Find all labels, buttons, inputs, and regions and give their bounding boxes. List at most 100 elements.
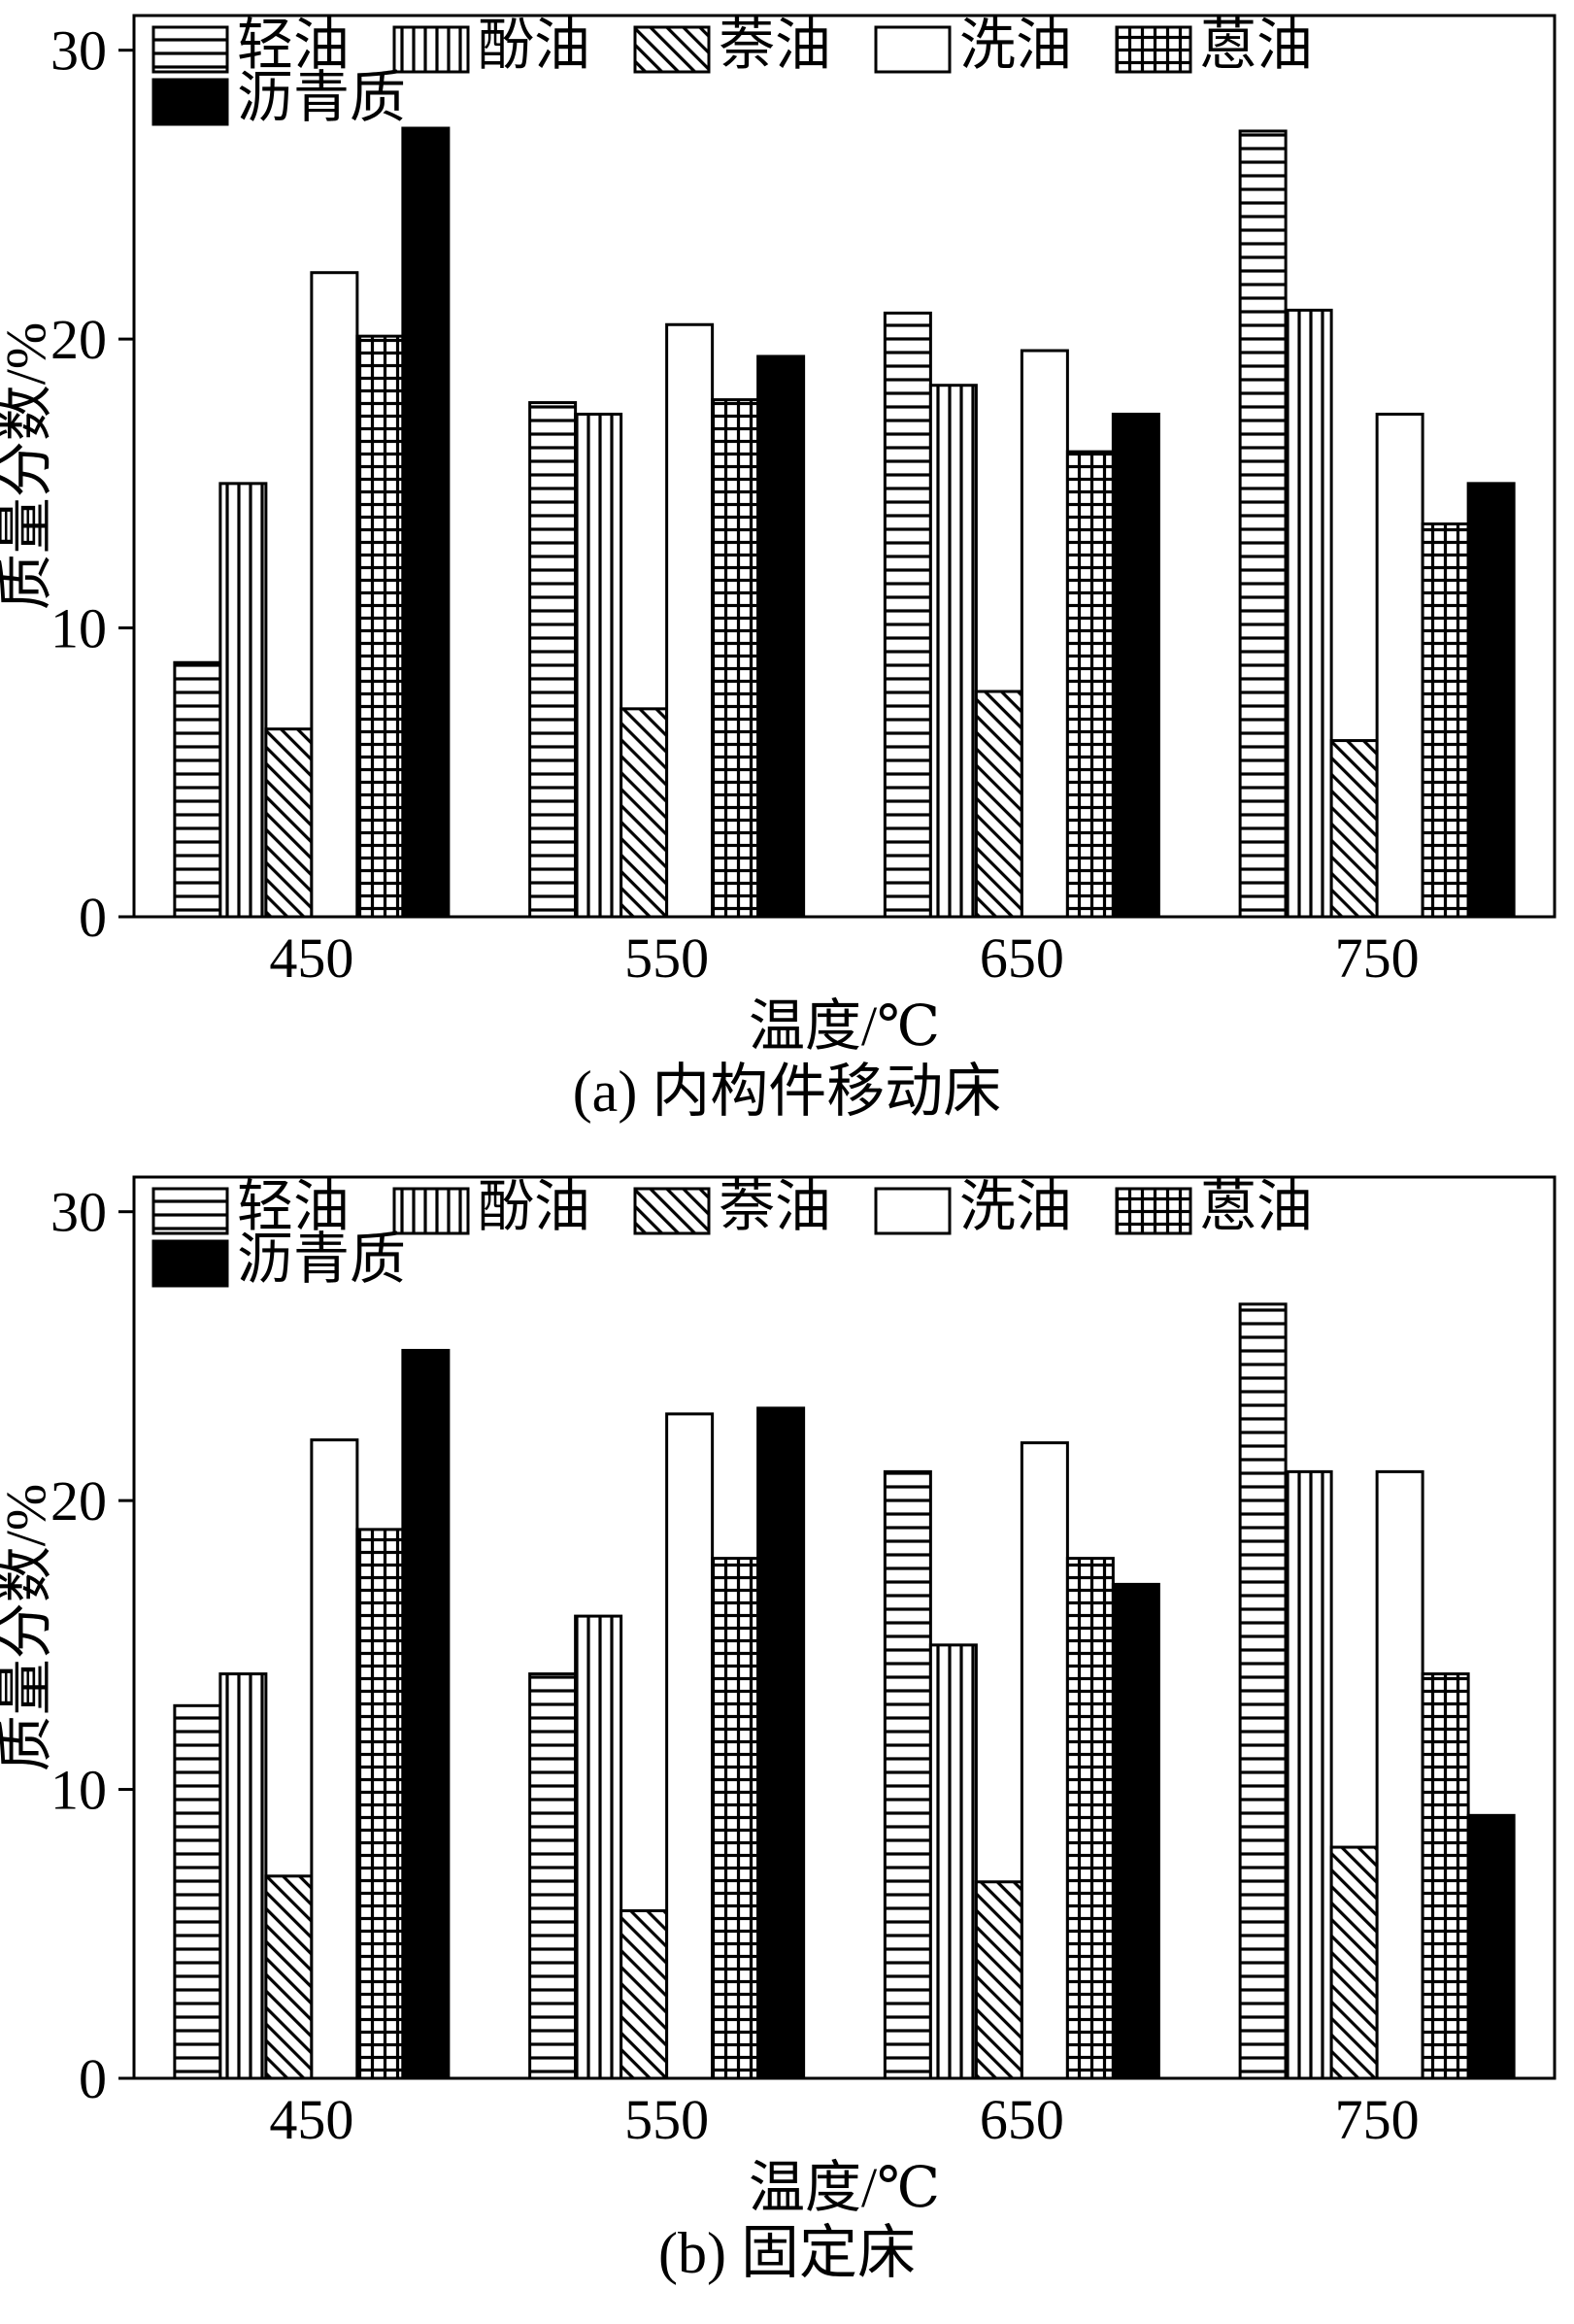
bar-anthracene-oil-550 (711, 398, 760, 919)
chart-b-canvas: 0 10 20 30 450 550 650 750 温度/℃ 质量分数/% (b) 固定床 轻油 酚油… (0, 1175, 1557, 2285)
legend-swatch-wash-oil (874, 25, 952, 74)
y-tick-label: 0 (79, 886, 107, 949)
legend-swatch-asphaltene (151, 1239, 229, 1288)
plot-frame (132, 14, 1557, 919)
legend-label-naphthalene-oil: 萘油 (719, 14, 831, 77)
bar-phenol-oil-750 (1284, 308, 1333, 919)
bar-phenol-oil-750 (1284, 1469, 1333, 2080)
legend-label-anthracene-oil: 蒽油 (1200, 14, 1313, 77)
legend-swatch-light-oil (151, 25, 229, 74)
x-axis-title: 温度/℃ (749, 994, 940, 1058)
legend-label-wash-oil: 洗油 (959, 1175, 1072, 1238)
bar-anthracene-oil-650 (1065, 450, 1115, 919)
chart-caption: (a) 内构件移动床 (573, 1060, 1002, 1124)
bar-light-oil-550 (528, 401, 578, 919)
legend-label-naphthalene-oil: 萘油 (719, 1175, 831, 1238)
chart-b: 0 10 20 30 450 550 650 750 温度/℃ 质量分数/% (b) 固定床 轻油 酚油… (0, 1167, 1574, 2294)
bar-phenol-oil-550 (574, 1614, 623, 2080)
bar-asphaltene-650 (1111, 1582, 1160, 2080)
legend-swatch-light-oil (151, 1187, 229, 1235)
bar-wash-oil-550 (665, 322, 715, 919)
y-tick-label: 30 (50, 1181, 107, 1244)
y-tick-label: 20 (50, 308, 107, 371)
legend-swatch-naphthalene-oil (633, 1187, 711, 1235)
legend-swatch-naphthalene-oil (633, 25, 711, 74)
bar-phenol-oil-650 (928, 384, 978, 919)
plot-frame (132, 1175, 1557, 2080)
bar-anthracene-oil-650 (1065, 1557, 1115, 2080)
bar-phenol-oil-550 (574, 412, 623, 919)
legend-label-asphaltene: 沥青质 (237, 1228, 406, 1291)
bar-asphaltene-650 (1111, 412, 1160, 919)
bar-wash-oil-750 (1375, 1469, 1424, 2080)
bar-anthracene-oil-750 (1421, 1672, 1470, 2080)
bar-asphaltene-450 (401, 126, 451, 919)
x-tick-label: 650 (980, 926, 1064, 990)
legend-label-phenol-oil: 酚油 (478, 1175, 590, 1238)
x-tick-label: 650 (980, 2088, 1064, 2151)
y-tick-label: 20 (50, 1469, 107, 1532)
y-tick-label: 0 (79, 2047, 107, 2110)
x-tick-label: 750 (1335, 2088, 1420, 2151)
bar-naphthalene-oil-550 (620, 707, 669, 919)
chart-caption: (b) 固定床 (658, 2221, 916, 2285)
legend-label-light-oil: 轻油 (237, 1175, 350, 1238)
bar-anthracene-oil-450 (355, 334, 405, 919)
chart-a: 0 10 20 30 450 550 650 750 温度/℃ 质量分数/% (a) 内构件移动床 轻… (0, 6, 1574, 1132)
bar-phenol-oil-650 (928, 1643, 978, 2080)
bar-naphthalene-oil-650 (974, 1880, 1023, 2080)
y-axis-title: 质量分数/% (0, 322, 57, 610)
bar-asphaltene-450 (401, 1348, 451, 2080)
y-axis-title: 质量分数/% (0, 1484, 57, 1771)
x-tick-label: 550 (624, 2088, 709, 2151)
bar-naphthalene-oil-450 (264, 727, 314, 919)
legend-label-phenol-oil: 酚油 (478, 14, 590, 77)
legend-swatch-anthracene-oil (1115, 1187, 1192, 1235)
bar-phenol-oil-450 (218, 482, 268, 919)
bar-naphthalene-oil-650 (974, 690, 1023, 919)
bar-asphaltene-550 (756, 354, 806, 919)
bar-light-oil-650 (883, 311, 932, 919)
bar-phenol-oil-450 (218, 1672, 268, 2080)
legend-swatch-anthracene-oil (1115, 25, 1192, 74)
bar-anthracene-oil-550 (711, 1557, 760, 2080)
y-tick-label: 10 (50, 1759, 107, 1822)
legend-swatch-phenol-oil (392, 1187, 470, 1235)
x-tick-label: 550 (624, 926, 709, 990)
bar-wash-oil-650 (1020, 1441, 1069, 2080)
x-tick-label: 450 (269, 926, 353, 990)
legend-label-anthracene-oil: 蒽油 (1200, 1175, 1313, 1238)
bar-light-oil-450 (173, 660, 222, 919)
x-tick-label: 750 (1335, 926, 1420, 990)
bar-naphthalene-oil-750 (1329, 1845, 1379, 2080)
bar-light-oil-750 (1238, 1302, 1288, 2080)
bar-asphaltene-550 (756, 1406, 806, 2080)
legend-label-asphaltene: 沥青质 (237, 66, 406, 129)
x-tick-label: 450 (269, 2088, 353, 2151)
bar-naphthalene-oil-750 (1329, 739, 1379, 919)
bar-light-oil-650 (883, 1469, 932, 2080)
bar-light-oil-750 (1238, 129, 1288, 919)
bar-asphaltene-750 (1466, 482, 1516, 919)
bar-naphthalene-oil-450 (264, 1874, 314, 2080)
bar-anthracene-oil-450 (355, 1528, 405, 2080)
bar-naphthalene-oil-550 (620, 1908, 669, 2080)
bar-wash-oil-750 (1375, 412, 1424, 919)
bar-wash-oil-450 (310, 271, 359, 919)
bar-asphaltene-750 (1466, 1813, 1516, 2080)
legend-swatch-asphaltene (151, 78, 229, 126)
x-axis-title: 温度/℃ (749, 2156, 940, 2219)
legend-swatch-phenol-oil (392, 25, 470, 74)
legend-label-wash-oil: 洗油 (959, 14, 1072, 77)
y-tick-label: 10 (50, 597, 107, 660)
bar-light-oil-550 (528, 1672, 578, 2080)
bar-anthracene-oil-750 (1421, 522, 1470, 919)
legend-swatch-wash-oil (874, 1187, 952, 1235)
bar-wash-oil-450 (310, 1438, 359, 2080)
chart-a-canvas: 0 10 20 30 450 550 650 750 温度/℃ 质量分数/% (a) 内构件移动床 轻… (0, 14, 1557, 1124)
bar-wash-oil-550 (665, 1412, 715, 2080)
legend-label-light-oil: 轻油 (237, 14, 350, 77)
bar-light-oil-450 (173, 1703, 222, 2080)
y-tick-label: 30 (50, 19, 107, 83)
